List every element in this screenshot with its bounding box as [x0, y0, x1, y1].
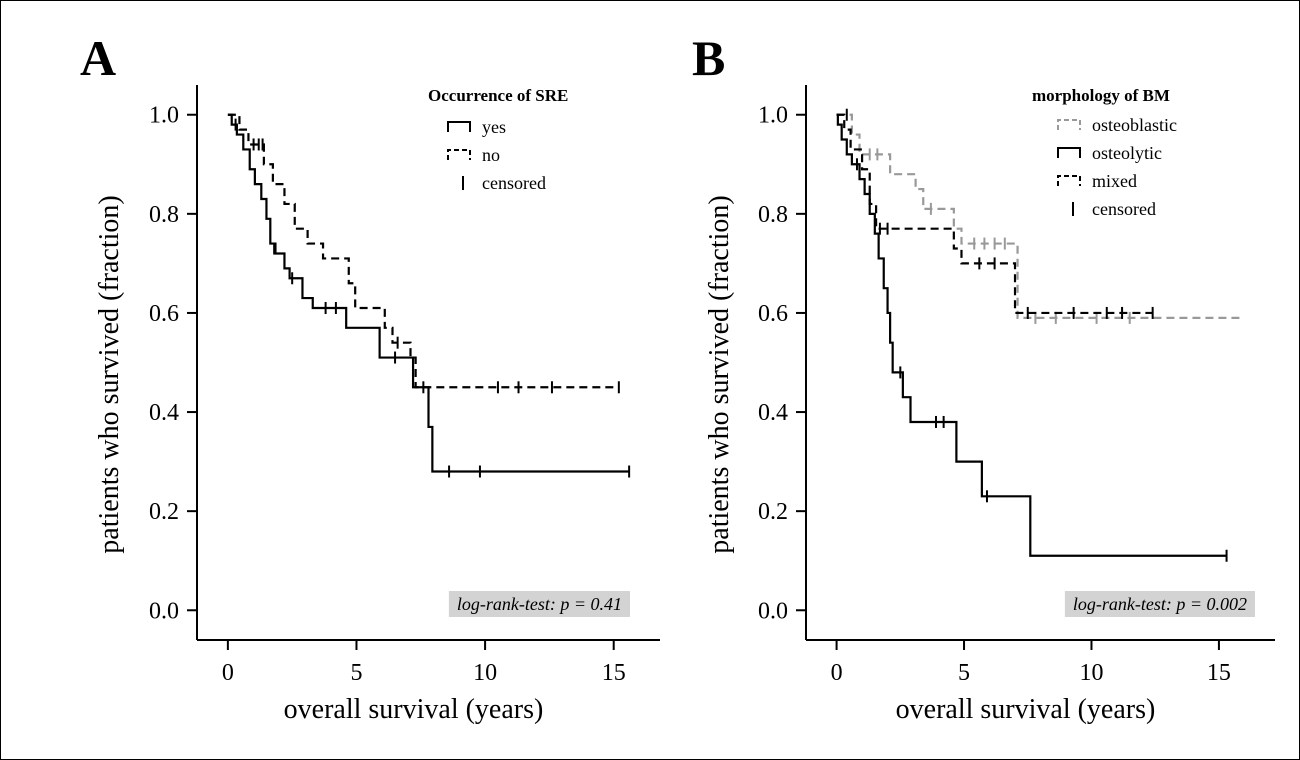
series-line-osteoblastic — [836, 113, 1242, 320]
x-tick-label: 15 — [1207, 660, 1231, 686]
annotation-text: log-rank-test: p = 0.41 — [457, 594, 622, 614]
legend-label-osteolytic: osteolytic — [1092, 143, 1162, 163]
legend-symbol-osteolytic — [1057, 147, 1081, 158]
y-tick-label: 0.8 — [149, 202, 179, 228]
x-tick-label: 10 — [473, 660, 497, 686]
y-tick-label: 0.2 — [149, 499, 179, 525]
y-axis-label: patients who survived (fraction) — [704, 195, 735, 553]
panel-a: A 0.0 0.2 0.4 0.6 0.8 1.0 0 5 10 15 overall surviva… — [80, 30, 660, 725]
x-tick-label: 0 — [222, 660, 234, 686]
legend-symbol-osteoblastic — [1057, 119, 1081, 130]
x-tick-label: 10 — [1079, 660, 1103, 686]
y-tick-label: 0.0 — [149, 598, 179, 624]
legend-label-mixed: mixed — [1092, 171, 1137, 191]
series-line-mixed — [836, 113, 1153, 315]
legend: Occurrence of SRE yes no censored — [428, 86, 568, 193]
panel-letter: A — [80, 30, 116, 86]
legend-label-osteoblastic: osteoblastic — [1092, 115, 1177, 135]
y-tick-label: 0.6 — [758, 301, 788, 327]
legend-title: morphology of BM — [1032, 86, 1170, 105]
y-axis-label: patients who survived (fraction) — [94, 195, 125, 553]
annotation-background — [448, 591, 630, 617]
y-tick-label: 0.2 — [758, 499, 788, 525]
x-tick-label: 0 — [831, 660, 843, 686]
legend-label-censored: censored — [1092, 199, 1156, 219]
logrank-annotation: log-rank-test: p = 0.41 — [448, 591, 630, 617]
legend-symbol-mixed — [1057, 175, 1081, 186]
annotation-text: log-rank-test: p = 0.002 — [1073, 594, 1247, 614]
legend-label-no: no — [482, 145, 500, 165]
legend: morphology of BM osteoblastic osteolytic mi… — [1032, 86, 1177, 219]
x-tick-label: 5 — [958, 660, 970, 686]
panel-letter: B — [692, 30, 725, 86]
series-line-osteolytic — [836, 113, 1227, 557]
legend-symbol-no — [447, 149, 471, 160]
y-tick-label: 0.6 — [149, 301, 179, 327]
y-tick-label: 1.0 — [149, 103, 179, 129]
annotation-background — [1064, 591, 1255, 617]
y-tick-label: 1.0 — [758, 103, 788, 129]
logrank-annotation: log-rank-test: p = 0.002 — [1064, 591, 1255, 617]
series-line-yes — [227, 113, 630, 473]
y-tick-label: 0.8 — [758, 202, 788, 228]
legend-label-yes: yes — [482, 117, 506, 137]
legend-title: Occurrence of SRE — [428, 86, 568, 105]
panel-b: B 0.0 0.2 0.4 0.6 0.8 1.0 0 5 10 15 overall surviva… — [692, 30, 1275, 725]
y-tick-label: 0.4 — [758, 400, 788, 426]
legend-symbol-yes — [447, 121, 471, 132]
x-axis-label: overall survival (years) — [284, 694, 544, 725]
y-tick-label: 0.4 — [149, 400, 179, 426]
x-tick-label: 15 — [602, 660, 626, 686]
x-axis-label: overall survival (years) — [896, 694, 1156, 725]
series-line-no — [227, 113, 619, 389]
legend-label-censored: censored — [482, 173, 546, 193]
x-tick-label: 5 — [350, 660, 362, 686]
y-tick-label: 0.0 — [758, 598, 788, 624]
